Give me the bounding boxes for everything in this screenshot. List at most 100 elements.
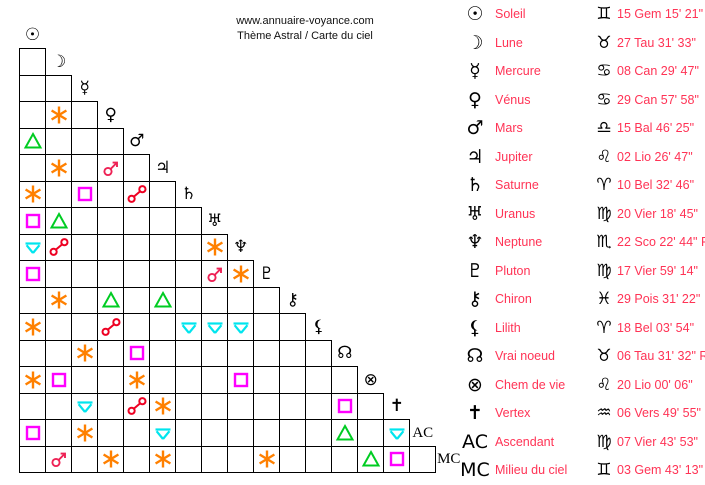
- aspect-cell-empty[interactable]: [97, 260, 124, 288]
- aspect-cell-trine[interactable]: [19, 127, 46, 155]
- aspect-cell-conjunction[interactable]: [201, 260, 228, 288]
- aspect-cell-trine[interactable]: [149, 286, 176, 314]
- aspect-cell-sextile[interactable]: [71, 339, 98, 367]
- aspect-cell-opposition[interactable]: [123, 180, 150, 208]
- aspect-cell-empty[interactable]: [175, 366, 202, 394]
- aspect-cell-empty[interactable]: [123, 419, 150, 447]
- aspect-cell-empty[interactable]: [253, 392, 280, 420]
- aspect-cell-empty[interactable]: [175, 260, 202, 288]
- aspect-cell-empty[interactable]: [19, 339, 46, 367]
- aspect-cell-empty[interactable]: [97, 180, 124, 208]
- aspect-cell-empty[interactable]: [97, 419, 124, 447]
- aspect-cell-empty[interactable]: [123, 207, 150, 235]
- aspect-cell-sextile[interactable]: [201, 233, 228, 261]
- aspect-cell-empty[interactable]: [45, 339, 72, 367]
- aspect-cell-empty[interactable]: [253, 286, 280, 314]
- aspect-cell-empty[interactable]: [19, 154, 46, 182]
- aspect-cell-empty[interactable]: [97, 207, 124, 235]
- aspect-cell-empty[interactable]: [71, 101, 98, 129]
- aspect-cell-empty[interactable]: [279, 366, 306, 394]
- aspect-cell-square[interactable]: [19, 260, 46, 288]
- aspect-cell-trine[interactable]: [331, 419, 358, 447]
- aspect-cell-quincunx[interactable]: [383, 419, 410, 447]
- aspect-cell-empty[interactable]: [45, 392, 72, 420]
- aspect-cell-trine[interactable]: [45, 207, 72, 235]
- aspect-cell-empty[interactable]: [71, 286, 98, 314]
- aspect-cell-empty[interactable]: [149, 313, 176, 341]
- aspect-cell-empty[interactable]: [279, 419, 306, 447]
- aspect-cell-sextile[interactable]: [45, 286, 72, 314]
- aspect-cell-empty[interactable]: [71, 154, 98, 182]
- aspect-cell-empty[interactable]: [19, 48, 46, 76]
- aspect-cell-empty[interactable]: [71, 366, 98, 394]
- aspect-cell-empty[interactable]: [227, 286, 254, 314]
- aspect-cell-empty[interactable]: [149, 366, 176, 394]
- aspect-cell-empty[interactable]: [45, 74, 72, 102]
- aspect-cell-empty[interactable]: [279, 313, 306, 341]
- aspect-cell-empty[interactable]: [97, 392, 124, 420]
- aspect-cell-empty[interactable]: [45, 127, 72, 155]
- aspect-cell-sextile[interactable]: [149, 392, 176, 420]
- aspect-cell-sextile[interactable]: [19, 313, 46, 341]
- aspect-cell-empty[interactable]: [123, 154, 150, 182]
- aspect-cell-trine[interactable]: [97, 286, 124, 314]
- aspect-cell-square[interactable]: [123, 339, 150, 367]
- aspect-cell-sextile[interactable]: [227, 260, 254, 288]
- aspect-cell-empty[interactable]: [97, 366, 124, 394]
- aspect-cell-empty[interactable]: [305, 392, 332, 420]
- aspect-cell-empty[interactable]: [175, 233, 202, 261]
- aspect-cell-empty[interactable]: [201, 339, 228, 367]
- aspect-cell-empty[interactable]: [123, 286, 150, 314]
- aspect-cell-empty[interactable]: [45, 313, 72, 341]
- aspect-cell-empty[interactable]: [279, 392, 306, 420]
- aspect-cell-sextile[interactable]: [71, 419, 98, 447]
- aspect-cell-empty[interactable]: [305, 339, 332, 367]
- aspect-cell-empty[interactable]: [253, 313, 280, 341]
- aspect-cell-quincunx[interactable]: [201, 313, 228, 341]
- aspect-cell-empty[interactable]: [357, 392, 384, 420]
- aspect-cell-empty[interactable]: [97, 339, 124, 367]
- aspect-cell-empty[interactable]: [175, 339, 202, 367]
- aspect-cell-empty[interactable]: [201, 286, 228, 314]
- aspect-cell-empty[interactable]: [71, 233, 98, 261]
- aspect-cell-opposition[interactable]: [97, 313, 124, 341]
- aspect-cell-empty[interactable]: [97, 233, 124, 261]
- aspect-cell-empty[interactable]: [123, 233, 150, 261]
- aspect-cell-square[interactable]: [71, 180, 98, 208]
- aspect-cell-empty[interactable]: [175, 207, 202, 235]
- aspect-cell-empty[interactable]: [19, 74, 46, 102]
- aspect-cell-empty[interactable]: [253, 339, 280, 367]
- aspect-cell-empty[interactable]: [227, 339, 254, 367]
- aspect-cell-empty[interactable]: [149, 207, 176, 235]
- aspect-cell-empty[interactable]: [227, 392, 254, 420]
- aspect-cell-empty[interactable]: [357, 419, 384, 447]
- aspect-cell-opposition[interactable]: [123, 392, 150, 420]
- aspect-cell-empty[interactable]: [279, 339, 306, 367]
- aspect-cell-empty[interactable]: [45, 419, 72, 447]
- aspect-cell-sextile[interactable]: [123, 366, 150, 394]
- aspect-cell-square[interactable]: [19, 419, 46, 447]
- aspect-cell-sextile[interactable]: [19, 180, 46, 208]
- aspect-cell-empty[interactable]: [175, 286, 202, 314]
- aspect-cell-empty[interactable]: [123, 313, 150, 341]
- aspect-cell-empty[interactable]: [305, 419, 332, 447]
- aspect-cell-empty[interactable]: [331, 366, 358, 394]
- aspect-cell-empty[interactable]: [71, 127, 98, 155]
- aspect-cell-empty[interactable]: [97, 127, 124, 155]
- aspect-cell-square[interactable]: [331, 392, 358, 420]
- aspect-cell-quincunx[interactable]: [149, 419, 176, 447]
- aspect-cell-empty[interactable]: [45, 180, 72, 208]
- aspect-cell-empty[interactable]: [71, 260, 98, 288]
- aspect-cell-empty[interactable]: [201, 419, 228, 447]
- aspect-cell-square[interactable]: [227, 366, 254, 394]
- aspect-cell-quincunx[interactable]: [71, 392, 98, 420]
- aspect-cell-empty[interactable]: [201, 366, 228, 394]
- aspect-cell-empty[interactable]: [149, 233, 176, 261]
- aspect-cell-sextile[interactable]: [19, 366, 46, 394]
- aspect-cell-empty[interactable]: [45, 260, 72, 288]
- aspect-cell-empty[interactable]: [149, 180, 176, 208]
- aspect-cell-empty[interactable]: [19, 101, 46, 129]
- aspect-cell-empty[interactable]: [19, 286, 46, 314]
- aspect-cell-empty[interactable]: [123, 260, 150, 288]
- aspect-cell-empty[interactable]: [253, 419, 280, 447]
